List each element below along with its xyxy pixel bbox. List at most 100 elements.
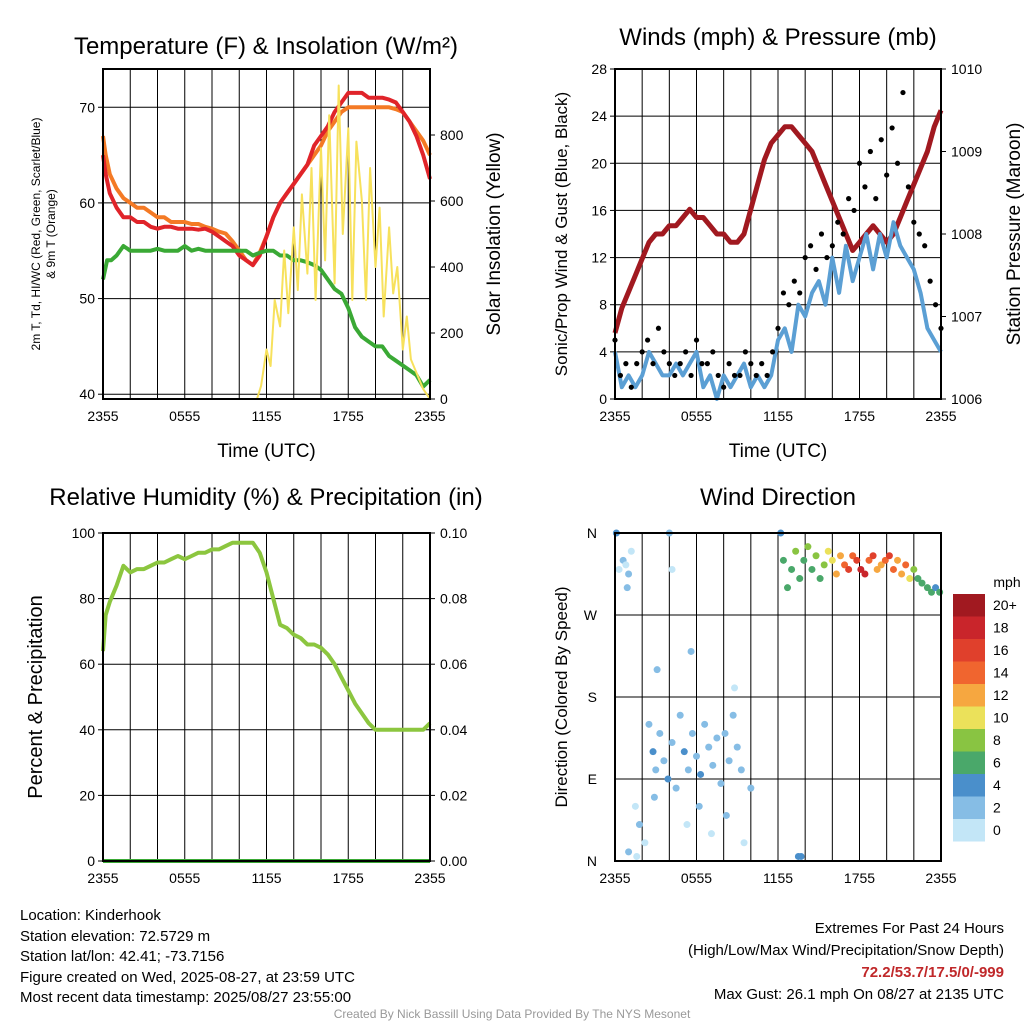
direction-point xyxy=(853,556,861,564)
gust-point xyxy=(704,361,710,367)
x-tick-label: 0555 xyxy=(681,408,712,424)
y-right-tick-label: 0.00 xyxy=(440,853,467,869)
legend-label: 4 xyxy=(993,777,1001,793)
gust-point xyxy=(748,361,754,367)
x-axis-label: Time (UTC) xyxy=(217,441,316,462)
y-tick-label: 80 xyxy=(79,591,95,607)
y-tick-label: 24 xyxy=(591,108,607,124)
direction-point xyxy=(836,552,844,560)
series-line-3 xyxy=(103,84,431,400)
gust-point xyxy=(916,231,922,237)
gust-point xyxy=(721,384,727,390)
direction-point xyxy=(622,561,630,569)
direction-point xyxy=(873,565,881,573)
y-tick-label: 40 xyxy=(79,386,95,402)
x-tick-label: 2355 xyxy=(925,408,956,424)
y-axis-label: Sonic/Prop Wind & Gust (Blue, Black) xyxy=(552,92,571,376)
x-tick-label: 2355 xyxy=(87,870,118,886)
direction-point xyxy=(705,743,713,751)
y-right-tick-label: 800 xyxy=(440,127,464,143)
direction-point xyxy=(932,584,940,592)
direction-point xyxy=(725,757,733,765)
direction-point xyxy=(683,821,691,829)
series-line-1 xyxy=(613,220,943,401)
series-line-0 xyxy=(612,109,944,334)
direction-point xyxy=(804,543,812,551)
direction-point xyxy=(729,711,737,719)
direction-point xyxy=(906,575,914,583)
x-tick-label: 2355 xyxy=(599,870,630,886)
gust-point xyxy=(829,243,835,249)
gust-point xyxy=(922,243,928,249)
x-tick-label: 0555 xyxy=(681,870,712,886)
extremes-values: 72.2/53.7/17.5/0/-999 xyxy=(861,964,1004,981)
direction-point xyxy=(656,729,664,737)
series-line-0 xyxy=(101,540,432,732)
y-tick-label: E xyxy=(588,771,597,787)
x-tick-label: 0555 xyxy=(169,408,200,424)
direction-point xyxy=(824,547,832,555)
gust-point xyxy=(726,361,732,367)
gust-point xyxy=(639,349,645,355)
gust-point xyxy=(769,349,776,355)
plot-frame-2 xyxy=(102,532,431,862)
gust-point xyxy=(791,278,797,284)
created-text: Figure created on Wed, 2025-08-27, at 23… xyxy=(20,968,355,986)
gust-point xyxy=(753,372,759,379)
direction-point xyxy=(623,584,631,592)
gust-point xyxy=(840,231,846,237)
direction-point xyxy=(701,720,709,728)
gust-point xyxy=(699,361,705,367)
direction-point xyxy=(828,556,836,564)
gust-point xyxy=(688,372,694,379)
credit-text: Created By Nick Bassill Using Data Provi… xyxy=(333,1007,691,1021)
y-tick-label: 16 xyxy=(591,202,607,218)
direction-point xyxy=(788,565,796,573)
x-tick-label: 0555 xyxy=(169,870,200,886)
direction-point xyxy=(693,752,700,760)
direction-point xyxy=(625,848,633,856)
gust-point xyxy=(873,196,879,202)
legend-label: 16 xyxy=(993,642,1009,658)
y-tick-label: 100 xyxy=(72,525,96,541)
gust-point xyxy=(775,325,781,331)
gust-point xyxy=(617,372,624,379)
x-tick-label: 1155 xyxy=(251,408,281,424)
gust-point xyxy=(889,125,895,131)
y-axis-label: Direction (Colored By Speed) xyxy=(552,586,571,807)
direction-point xyxy=(747,784,755,792)
gust-point xyxy=(683,349,689,355)
gust-point xyxy=(628,384,634,390)
legend-swatch xyxy=(953,819,985,842)
legend-label: 20+ xyxy=(993,597,1017,613)
gust-point xyxy=(650,361,656,367)
direction-point xyxy=(869,552,877,560)
direction-point xyxy=(733,743,741,751)
gust-point xyxy=(884,172,890,178)
panel-title-1: Winds (mph) & Pressure (mb) xyxy=(619,24,936,51)
x-tick-label: 2355 xyxy=(414,408,445,424)
y-tick-label: 40 xyxy=(79,722,95,738)
direction-point xyxy=(797,852,805,860)
y-tick-label: 20 xyxy=(591,155,607,171)
gust-point xyxy=(835,219,841,225)
direction-point xyxy=(914,575,922,583)
direction-point xyxy=(649,748,657,756)
gust-point xyxy=(932,302,939,308)
direction-point xyxy=(707,830,715,838)
legend-label: 14 xyxy=(993,665,1009,681)
y-right-tick-label: 0.08 xyxy=(440,591,467,607)
direction-point xyxy=(918,579,926,587)
x-tick-label: 1155 xyxy=(763,870,793,886)
direction-point xyxy=(676,711,684,719)
gust-point xyxy=(623,361,629,367)
x-tick-label: 1755 xyxy=(333,408,364,424)
direction-point xyxy=(687,647,695,655)
x-tick-label: 1155 xyxy=(251,870,281,886)
gust-point xyxy=(905,184,912,190)
gust-point xyxy=(764,372,770,379)
elevation-text: Station elevation: 72.5729 m xyxy=(20,927,211,945)
direction-point xyxy=(631,802,639,810)
direction-point xyxy=(645,720,653,728)
